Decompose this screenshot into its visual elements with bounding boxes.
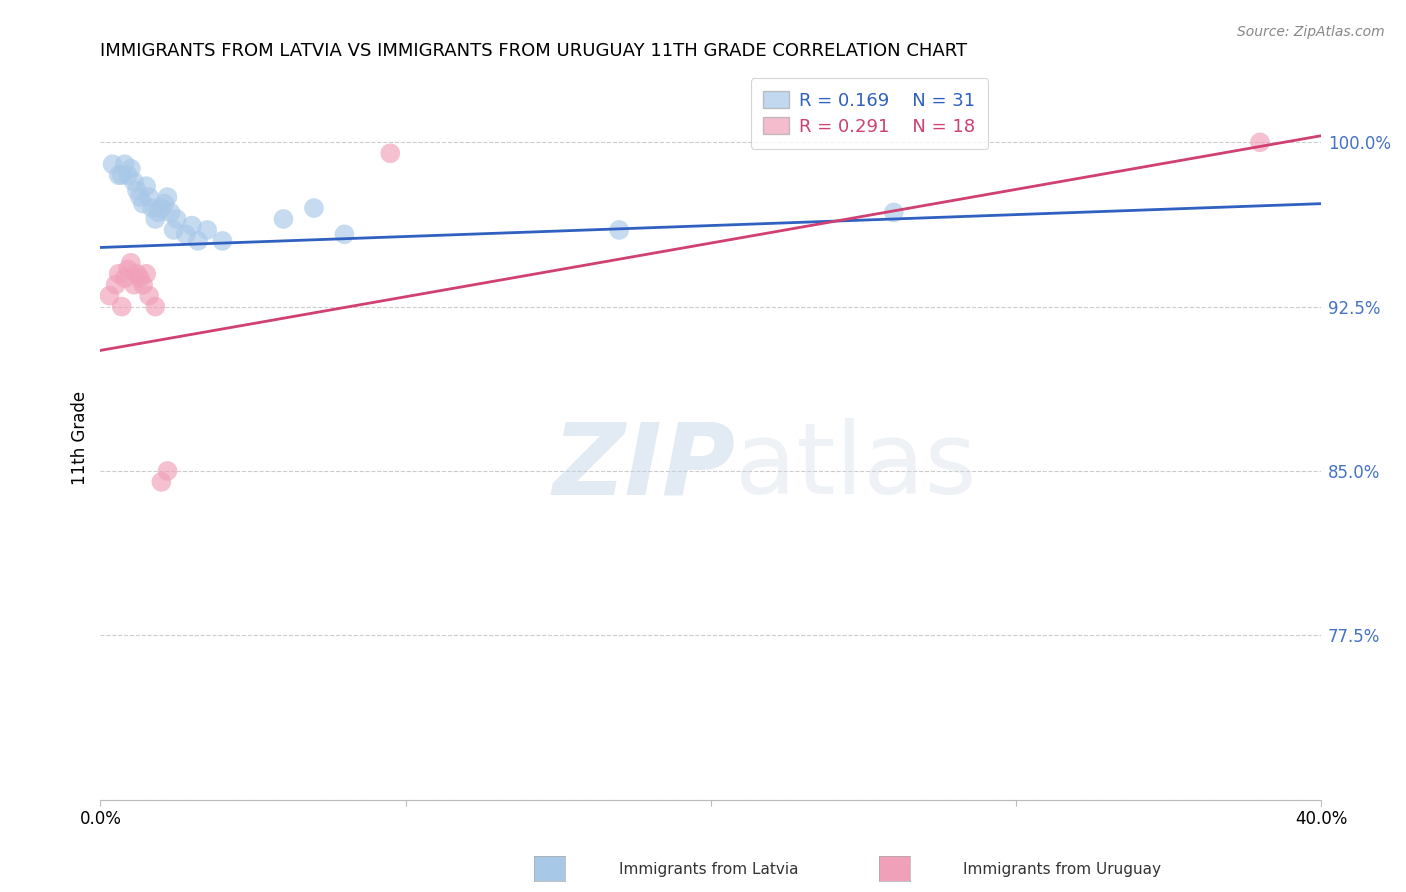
Point (211, 234, 233, 248)
Point (156, 190, 179, 204)
Text: Source: ZipAtlas.com: Source: ZipAtlas.com (1237, 25, 1385, 39)
Point (159, 205, 181, 219)
Point (111, 168, 134, 182)
Point (148, 205, 170, 219)
Point (132, 196, 155, 211)
Point (107, 168, 129, 182)
Point (135, 267, 157, 281)
Text: Immigrants from Latvia: Immigrants from Latvia (619, 863, 799, 877)
Point (120, 161, 142, 176)
Point (180, 219, 202, 233)
Point (120, 256, 142, 270)
Text: IMMIGRANTS FROM LATVIA VS IMMIGRANTS FROM URUGUAY 11TH GRADE CORRELATION CHART: IMMIGRANTS FROM LATVIA VS IMMIGRANTS FRO… (100, 42, 967, 60)
Point (1249, 136, 1271, 150)
Point (380, 146, 402, 161)
Point (117, 262, 139, 277)
Point (273, 212, 295, 227)
Point (153, 196, 176, 211)
Point (302, 201, 325, 215)
Point (125, 267, 148, 281)
Point (143, 212, 166, 227)
Point (135, 179, 157, 194)
Point (129, 190, 152, 204)
Point (138, 190, 160, 204)
Point (101, 157, 124, 171)
Y-axis label: 11th Grade: 11th Grade (72, 391, 89, 485)
Point (104, 277, 127, 292)
Point (607, 223, 630, 237)
Point (129, 271, 152, 285)
Point (117, 168, 139, 182)
Point (141, 201, 163, 215)
Point (187, 234, 209, 248)
Point (150, 201, 173, 215)
Point (107, 267, 129, 281)
Point (98, 288, 121, 302)
Point (333, 227, 356, 242)
Point (111, 300, 134, 314)
Point (883, 205, 905, 219)
Point (174, 227, 197, 242)
Point (150, 475, 173, 489)
Text: Immigrants from Uruguay: Immigrants from Uruguay (963, 863, 1161, 877)
Point (132, 277, 155, 292)
Point (143, 300, 166, 314)
Text: ZIP: ZIP (553, 418, 735, 516)
Point (195, 223, 218, 237)
Point (125, 184, 148, 198)
Legend: R = 0.169    N = 31, R = 0.291    N = 18: R = 0.169 N = 31, R = 0.291 N = 18 (751, 78, 988, 148)
Point (162, 223, 184, 237)
Point (156, 464, 179, 478)
Point (114, 271, 136, 285)
Point (114, 157, 136, 171)
Point (138, 288, 160, 302)
Point (166, 212, 188, 227)
Point (122, 277, 145, 292)
Text: atlas: atlas (735, 418, 977, 516)
Point (122, 175, 145, 189)
